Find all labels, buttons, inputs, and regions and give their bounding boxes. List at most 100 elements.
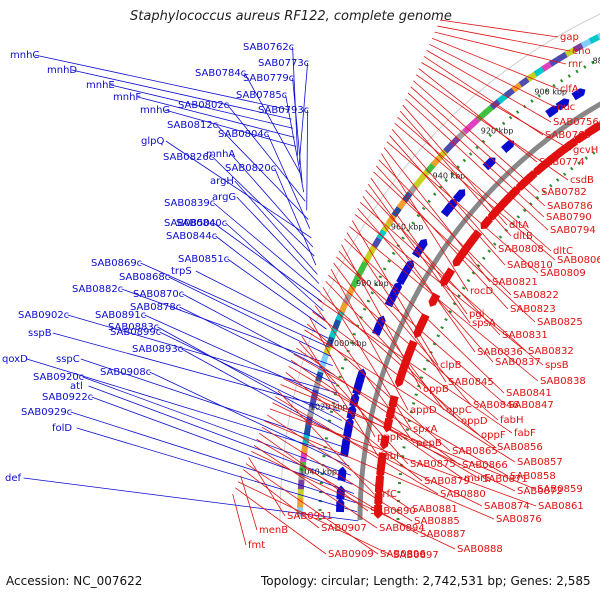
reverse-gene bbox=[443, 267, 456, 282]
leader-line bbox=[71, 69, 292, 120]
leader-line bbox=[365, 189, 501, 336]
leader-line bbox=[243, 469, 320, 529]
gene-label-left: SAB0878c bbox=[130, 302, 181, 313]
gene-label-right: SAB0821 bbox=[492, 277, 538, 288]
gene-label-right: SAB0774 bbox=[539, 157, 585, 168]
leader-line bbox=[431, 37, 559, 90]
leader-line bbox=[168, 276, 332, 357]
leader-line bbox=[67, 314, 338, 394]
leader-line bbox=[381, 153, 469, 292]
forward-gene bbox=[482, 157, 496, 171]
leader-line bbox=[274, 396, 439, 495]
gene-label-right: SAB0756 bbox=[553, 117, 599, 128]
gene-label-left: def bbox=[5, 473, 22, 484]
gene-label-left: mnhA bbox=[206, 149, 235, 160]
gene-label-right: oppF bbox=[481, 430, 506, 441]
gene-label-left: mnhE bbox=[86, 80, 115, 91]
gene-label-left: SAB0929c bbox=[21, 407, 72, 418]
gene-label-right: SAB0865 bbox=[452, 446, 498, 457]
leader-line bbox=[421, 62, 572, 151]
leader-line bbox=[359, 201, 527, 352]
leader-line bbox=[82, 376, 352, 476]
gene-label-right: SAB0763 bbox=[545, 130, 591, 141]
forward-gene bbox=[571, 88, 586, 101]
gene-label-right: SAB0794 bbox=[550, 225, 596, 236]
gene-label-left: SAB0850c bbox=[164, 218, 215, 229]
leader-line bbox=[336, 256, 507, 406]
leader-line bbox=[235, 487, 327, 555]
gene-label-right: dltB bbox=[513, 231, 533, 242]
leader-line bbox=[215, 235, 326, 321]
leader-line bbox=[346, 232, 447, 383]
gene-label-right: oppB bbox=[423, 384, 449, 395]
leader-line bbox=[269, 408, 537, 507]
feature-block bbox=[297, 495, 304, 508]
gene-label-right: SAB0846 bbox=[473, 400, 519, 411]
scale-label: 960 kbp bbox=[391, 223, 424, 232]
gene-label-left: folD bbox=[52, 423, 72, 434]
gene-label-right: SAB0845 bbox=[448, 377, 494, 388]
leader-line bbox=[397, 116, 552, 252]
leader-line bbox=[237, 481, 392, 556]
gene-label-right: SAB0823 bbox=[510, 304, 556, 315]
leader-line bbox=[407, 92, 545, 218]
leader-line bbox=[351, 220, 439, 366]
leader-line bbox=[253, 444, 378, 529]
gene-label-left: SAB0840c bbox=[176, 218, 227, 229]
gene-label-left: SAB0882c bbox=[72, 284, 123, 295]
gene-label-left: sspC bbox=[56, 354, 80, 365]
gene-label-left: SAB0844c bbox=[166, 231, 217, 242]
gene-label-left: SAB0785c bbox=[236, 90, 287, 101]
gene-label-right: menB bbox=[259, 525, 288, 536]
gene-label-left: SAB0820c bbox=[225, 163, 276, 174]
reverse-gene bbox=[469, 229, 483, 243]
leader-line bbox=[298, 62, 308, 165]
gene-label-right: SAB0907 bbox=[321, 523, 367, 534]
leader-line bbox=[304, 329, 516, 463]
gene-label-left: SAB0812c bbox=[167, 120, 218, 131]
gene-label-right: SAB0838 bbox=[540, 376, 586, 387]
leader-line bbox=[280, 384, 536, 490]
gene-arrow bbox=[341, 435, 351, 451]
gene-label-right: SAB0872 bbox=[517, 486, 563, 497]
leader-line bbox=[418, 68, 538, 163]
leader-line bbox=[230, 153, 314, 248]
gene-label-right: dltC bbox=[553, 246, 573, 257]
leader-line bbox=[179, 306, 336, 385]
leader-line bbox=[245, 463, 379, 555]
gene-label-right: rnr bbox=[568, 59, 583, 70]
leader-line bbox=[182, 293, 335, 376]
forward-gene bbox=[341, 435, 351, 451]
leader-line bbox=[267, 133, 311, 229]
leader-line bbox=[248, 457, 286, 517]
leader-line bbox=[410, 86, 546, 207]
backbone-ring bbox=[357, 101, 600, 521]
leader-line bbox=[213, 222, 323, 303]
gene-label-right: SAB0831 bbox=[502, 330, 548, 341]
gene-label-left: SAB0826c bbox=[163, 152, 214, 163]
reverse-gene bbox=[428, 292, 441, 307]
gene-label-right: SAB0806 bbox=[557, 255, 600, 266]
leader-line bbox=[264, 420, 495, 520]
leader-line bbox=[391, 129, 497, 250]
gene-label-right: SAB0909 bbox=[328, 549, 374, 560]
gene-label-left: sspB bbox=[28, 328, 52, 339]
gene-label-right: SAB0832 bbox=[528, 346, 574, 357]
forward-gene bbox=[500, 140, 515, 154]
leader-line bbox=[317, 299, 513, 434]
gene-label-right: spsA bbox=[472, 318, 496, 329]
forward-gene bbox=[444, 198, 458, 213]
leader-line bbox=[312, 311, 496, 448]
scale-label: 1000 kbp bbox=[329, 339, 367, 348]
gene-label-right: SAB0847 bbox=[508, 400, 554, 411]
leader-line bbox=[232, 493, 247, 546]
gene-label-left: SAB0870c bbox=[133, 289, 184, 300]
gene-label-left: glpQ bbox=[141, 136, 164, 147]
leader-line bbox=[70, 411, 356, 503]
reverse-gene bbox=[380, 435, 390, 450]
leader-line bbox=[140, 262, 330, 348]
leader-line bbox=[354, 214, 544, 366]
gene-label-right: SAB0894 bbox=[379, 523, 425, 534]
gene-arrow bbox=[443, 267, 456, 282]
